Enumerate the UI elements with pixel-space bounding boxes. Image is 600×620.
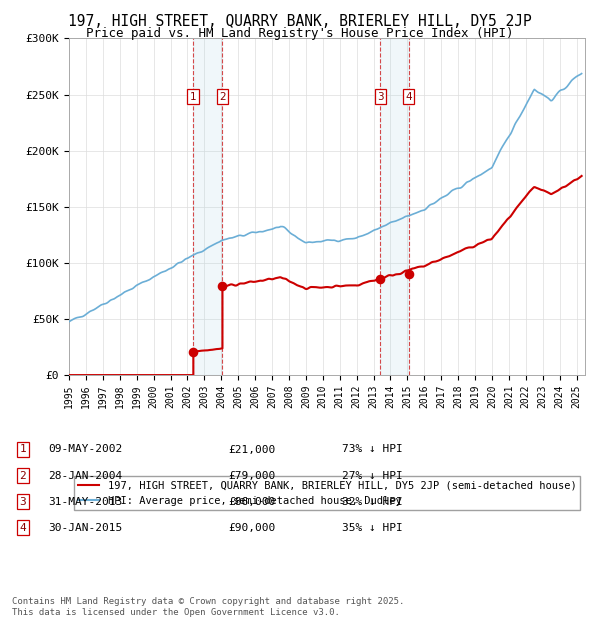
Text: 2: 2 bbox=[219, 92, 226, 102]
Text: 27% ↓ HPI: 27% ↓ HPI bbox=[342, 471, 403, 480]
Text: Price paid vs. HM Land Registry's House Price Index (HPI): Price paid vs. HM Land Registry's House … bbox=[86, 27, 514, 40]
Text: 30-JAN-2015: 30-JAN-2015 bbox=[48, 523, 122, 533]
Text: 1: 1 bbox=[190, 92, 197, 102]
Point bbox=[218, 281, 227, 291]
Text: Contains HM Land Registry data © Crown copyright and database right 2025.
This d: Contains HM Land Registry data © Crown c… bbox=[12, 598, 404, 617]
Text: 35% ↓ HPI: 35% ↓ HPI bbox=[342, 523, 403, 533]
Text: 73% ↓ HPI: 73% ↓ HPI bbox=[342, 445, 403, 454]
Text: £79,000: £79,000 bbox=[228, 471, 275, 480]
Bar bbox=[380, 38, 409, 375]
Text: £90,000: £90,000 bbox=[228, 523, 275, 533]
Text: 31-MAY-2013: 31-MAY-2013 bbox=[48, 497, 122, 507]
Bar bbox=[193, 38, 223, 375]
Text: 32% ↓ HPI: 32% ↓ HPI bbox=[342, 497, 403, 507]
Text: 197, HIGH STREET, QUARRY BANK, BRIERLEY HILL, DY5 2JP: 197, HIGH STREET, QUARRY BANK, BRIERLEY … bbox=[68, 14, 532, 29]
Text: 09-MAY-2002: 09-MAY-2002 bbox=[48, 445, 122, 454]
Text: £21,000: £21,000 bbox=[228, 445, 275, 454]
Text: 4: 4 bbox=[19, 523, 26, 533]
Text: 4: 4 bbox=[405, 92, 412, 102]
Text: £86,000: £86,000 bbox=[228, 497, 275, 507]
Point bbox=[376, 273, 385, 283]
Text: 3: 3 bbox=[19, 497, 26, 507]
Legend: 197, HIGH STREET, QUARRY BANK, BRIERLEY HILL, DY5 2JP (semi-detached house), HPI: 197, HIGH STREET, QUARRY BANK, BRIERLEY … bbox=[74, 476, 580, 510]
Point bbox=[188, 347, 198, 356]
Text: 3: 3 bbox=[377, 92, 384, 102]
Text: 1: 1 bbox=[19, 445, 26, 454]
Point bbox=[404, 269, 413, 279]
Text: 28-JAN-2004: 28-JAN-2004 bbox=[48, 471, 122, 480]
Text: 2: 2 bbox=[19, 471, 26, 480]
